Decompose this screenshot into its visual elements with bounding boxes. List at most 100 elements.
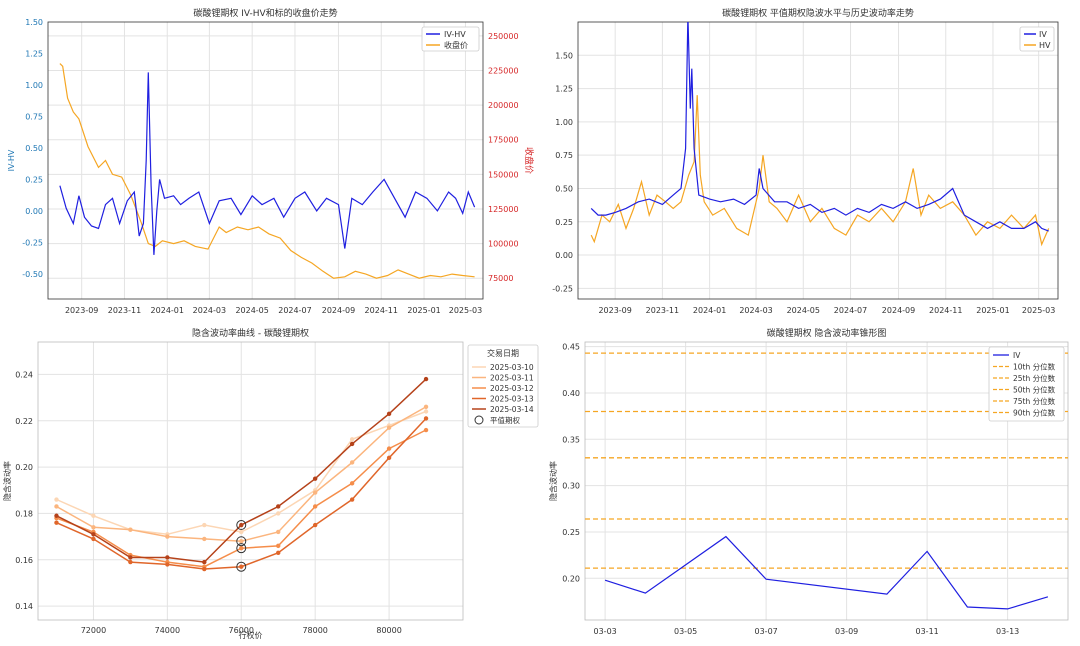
y-tick-label: 0.24 (15, 370, 33, 379)
x-tick-label: 2025-01 (976, 306, 1009, 315)
legend-entry: 收盘价 (444, 40, 468, 50)
panel-vol-cone: 0.45 0.40 0.35 0.30 0.25 0.20 03-03 03-05 03-07 0… (548, 327, 1069, 636)
legend-swatch (474, 415, 484, 425)
data-point (165, 534, 170, 539)
chart-title: 碳酸锂期权 平值期权隐波水平与历史波动率走势 (722, 7, 914, 19)
legend-entry: HV (1039, 41, 1051, 50)
data-point (349, 441, 355, 447)
panel-iv-hv: 1.50 1.25 1.00 0.75 0.50 0.25 0.00 -0.25 2023-09… (552, 7, 1059, 315)
atm-marker (236, 536, 247, 547)
x-tick-label: 2025-01 (407, 306, 440, 315)
data-point (276, 529, 281, 535)
data-point (165, 555, 170, 560)
data-point (349, 481, 355, 486)
data-point (349, 497, 355, 502)
data-point (91, 513, 96, 518)
data-point (276, 543, 281, 549)
y-tick-label: 0.50 (555, 184, 573, 193)
data-point (128, 527, 133, 532)
y-tick-label: 1.00 (555, 118, 573, 127)
y-tick-label: 0.18 (15, 509, 33, 518)
chart-title: 碳酸锂期权 IV-HV和标的收盘价走势 (193, 7, 337, 19)
data-point (423, 409, 429, 414)
series-line-hv (590, 95, 1050, 247)
legend-entry: 2025-03-12 (490, 384, 534, 393)
x-tick-label: 2024-09 (882, 306, 915, 315)
x-tick-label: 2024-03 (193, 306, 226, 315)
data-point (312, 522, 318, 528)
y-tick-label: 0.30 (562, 482, 580, 491)
data-point (202, 522, 207, 528)
data-point (239, 564, 244, 569)
x-tick-label: 2024-03 (739, 306, 772, 315)
y2-tick-label: 175000 (488, 136, 519, 145)
x-tick-label: 2024-05 (787, 306, 820, 315)
y2-tick-label: 75000 (488, 274, 513, 283)
x-tick-label: 2024-09 (322, 306, 355, 315)
panel-vol-smile: 0.24 0.22 0.20 0.18 0.16 0.14 72000 74000 76000 7… (2, 327, 539, 640)
data-point (349, 460, 355, 465)
y-tick-label: 0.25 (555, 218, 573, 227)
x-tick-label: 76000 (229, 626, 254, 635)
data-point (349, 437, 355, 442)
y-axis-label: 隐含波动率 (548, 461, 558, 501)
legend-entry: 90th 分位数 (1013, 408, 1056, 418)
data-point (423, 416, 429, 421)
x-tick-label: 03-13 (996, 627, 1019, 636)
legend-entry: 50th 分位数 (1013, 385, 1056, 395)
data-point (423, 404, 429, 410)
data-point (54, 497, 59, 502)
y-tick-label: -0.25 (552, 284, 573, 293)
x-tick-label: 74000 (155, 626, 180, 635)
x-tick-label: 03-05 (674, 627, 697, 636)
y-tick-label: 0.16 (15, 556, 33, 565)
y-tick-label: 0.25 (25, 175, 43, 184)
data-point (386, 455, 392, 461)
x-tick-label: 80000 (376, 626, 401, 635)
data-point (202, 559, 207, 565)
y-tick-label: 0.40 (562, 389, 580, 398)
y-tick-label: 0.75 (25, 112, 43, 121)
legend-entry: 2025-03-14 (490, 405, 534, 414)
data-point (386, 446, 392, 451)
x-tick-label: 72000 (81, 626, 106, 635)
data-point (91, 525, 96, 530)
data-point (91, 532, 96, 537)
y-axis-label: IV-HV (7, 149, 16, 171)
data-point (386, 425, 392, 430)
y-tick-label: 1.25 (555, 85, 573, 94)
series-line-iv-hv (59, 72, 476, 255)
y-tick-label: 0.45 (562, 343, 580, 352)
atm-marker (236, 561, 247, 572)
x-tick-label: 2024-11 (365, 306, 398, 315)
y-tick-label: 1.50 (25, 18, 43, 27)
data-point (239, 522, 244, 528)
panel-iv-hv-close: 1.50 1.25 1.00 0.75 0.50 0.25 0.00 -0.25 -0.50 25… (7, 7, 535, 315)
plot-frame (584, 341, 1069, 621)
y-tick-label: 0.20 (15, 463, 33, 472)
y-tick-label: 1.25 (25, 49, 43, 58)
x-axis-label: 行权价 (239, 630, 263, 640)
data-point (239, 529, 244, 535)
series-line-iv (590, 22, 1049, 232)
data-point (423, 427, 429, 433)
y-tick-label: 0.22 (15, 417, 33, 426)
data-point (54, 513, 59, 518)
data-point (91, 536, 96, 542)
data-point (128, 559, 133, 565)
data-point (54, 504, 59, 509)
plot-frame (47, 21, 484, 300)
y-tick-label: 0.00 (25, 207, 43, 216)
x-tick-label: 2023-09 (598, 306, 631, 315)
x-tick-label: 2024-07 (278, 306, 311, 315)
data-point (54, 520, 59, 525)
y-tick-label: -0.25 (22, 238, 43, 247)
x-tick-label: 03-11 (916, 627, 939, 636)
y-tick-label: -0.50 (22, 270, 43, 279)
y-tick-label: 0.50 (25, 144, 43, 153)
y2-axis-label: 收盘价 (523, 147, 535, 174)
legend-entry: 10th 分位数 (1013, 362, 1056, 372)
